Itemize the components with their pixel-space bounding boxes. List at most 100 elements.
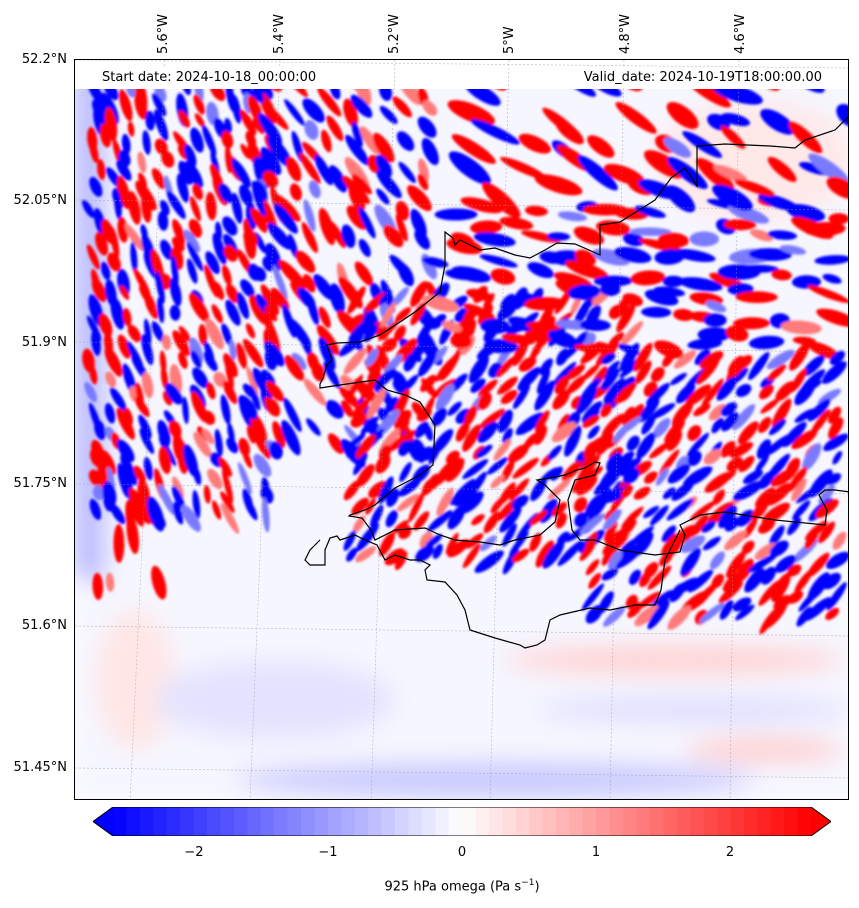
- omega-blob: [448, 151, 491, 185]
- omega-blob: [734, 367, 749, 383]
- omega-blob: [422, 256, 449, 268]
- omega-blob: [186, 258, 198, 284]
- omega-blob: [647, 600, 670, 630]
- colorbar-extend-min: [93, 807, 113, 836]
- omega-blob: [568, 284, 601, 300]
- colorbar-cell: [636, 807, 651, 836]
- omega-blob: [260, 284, 280, 315]
- omega-blob: [823, 433, 848, 452]
- omega-blob: [105, 371, 117, 388]
- omega-blob: [616, 303, 636, 333]
- omega-blob: [311, 362, 325, 382]
- omega-blob: [624, 457, 642, 472]
- colorbar-cells: [93, 807, 831, 836]
- omega-blob: [385, 510, 398, 528]
- omega-blob: [497, 304, 516, 320]
- omega-blob: [716, 376, 738, 401]
- omega-blob: [636, 432, 656, 459]
- colorbar-cell: [582, 807, 597, 836]
- omega-blob: [584, 441, 596, 454]
- omega-blob: [615, 101, 657, 134]
- omega-blob: [398, 478, 421, 497]
- omega-blob: [267, 222, 292, 250]
- omega-blob: [770, 468, 797, 487]
- omega-blob: [262, 170, 279, 188]
- omega-blob: [539, 358, 553, 376]
- omega-blob: [220, 503, 240, 534]
- omega-blob: [253, 156, 266, 177]
- omega-blob: [585, 559, 600, 576]
- omega-blob: [826, 472, 842, 486]
- omega-blob: [667, 605, 691, 630]
- omega-blob: [756, 439, 772, 459]
- omega-blob: [213, 281, 225, 300]
- omega-blob: [223, 245, 238, 262]
- omega-blob: [723, 219, 757, 231]
- colorbar-cell: [757, 807, 772, 836]
- omega-blob: [547, 232, 571, 241]
- omega-blob: [672, 249, 716, 262]
- omega-blob: [828, 406, 842, 424]
- omega-blob: [141, 334, 154, 366]
- omega-blob: [194, 113, 205, 128]
- colorbar-cell: [542, 807, 557, 836]
- omega-blob: [671, 481, 694, 501]
- omega-blob: [89, 365, 98, 385]
- omega-blob: [524, 205, 548, 217]
- omega-blob: [451, 134, 496, 164]
- omega-blob: [110, 297, 125, 330]
- lon-label-5.4: 5.4°W: [272, 13, 287, 54]
- omega-blob: [708, 404, 727, 421]
- omega-blob: [603, 606, 626, 627]
- omega-blob: [223, 380, 238, 405]
- omega-blob: [712, 184, 753, 211]
- omega-blob: [245, 323, 256, 339]
- omega-blob: [828, 417, 844, 440]
- omega-blob: [462, 543, 481, 569]
- omega-blob: [92, 485, 105, 501]
- omega-blob: [99, 123, 112, 148]
- omega-blob: [113, 524, 125, 563]
- omega-blob: [161, 150, 175, 168]
- omega-blob: [732, 404, 756, 431]
- lat-label-51.45: 51.45°N: [13, 760, 67, 775]
- omega-blob: [701, 520, 716, 533]
- colorbar-cell: [703, 807, 718, 836]
- omega-blob: [345, 374, 364, 402]
- omega-blob: [272, 421, 286, 448]
- omega-blob: [291, 352, 307, 371]
- omega-blob: [383, 224, 404, 248]
- omega-blob: [328, 165, 348, 193]
- omega-blob: [687, 450, 702, 466]
- omega-blob: [767, 230, 798, 240]
- omega-blob: [416, 317, 436, 344]
- colorbar-cell: [462, 807, 477, 836]
- omega-blob: [249, 294, 268, 325]
- omega-blob: [555, 512, 567, 529]
- omega-blob: [445, 532, 459, 555]
- omega-blob: [198, 324, 208, 346]
- omega-blob: [741, 540, 755, 555]
- omega-blob: [192, 367, 209, 389]
- omega-blob: [687, 425, 702, 441]
- omega-blob: [150, 249, 165, 284]
- omega-blob: [795, 484, 823, 504]
- colorbar-cell: [743, 807, 758, 836]
- omega-blob: [711, 417, 724, 434]
- omega-blob: [284, 99, 305, 126]
- omega-blob: [410, 280, 428, 308]
- colorbar-cell: [717, 807, 732, 836]
- colorbar-cell: [274, 807, 289, 836]
- omega-blob: [720, 402, 738, 417]
- omega-blob: [829, 350, 846, 366]
- colorbar-cell: [475, 807, 490, 836]
- omega-blob: [602, 532, 629, 555]
- omega-blob: [685, 384, 712, 407]
- omega-blob: [814, 255, 848, 265]
- omega-blob: [396, 493, 420, 512]
- omega-blob: [613, 246, 652, 264]
- omega-blob: [95, 232, 109, 256]
- omega-blob: [727, 205, 769, 224]
- colorbar-cell: [381, 807, 396, 836]
- omega-blob: [421, 137, 439, 166]
